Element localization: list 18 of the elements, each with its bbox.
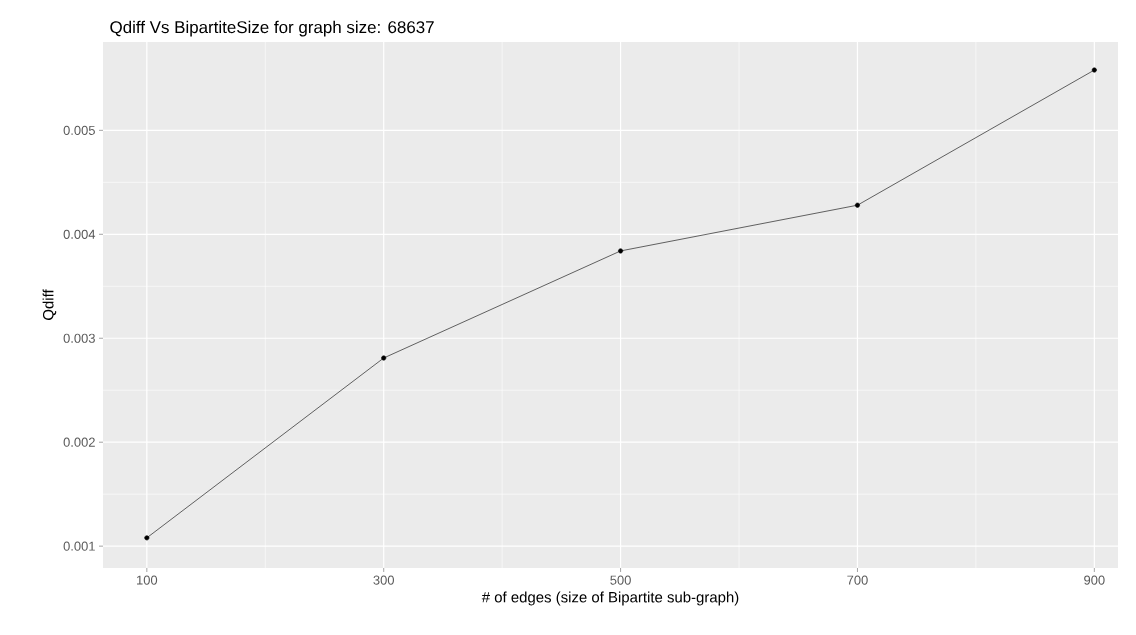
- y-tick-label: 0.003: [63, 333, 95, 343]
- y-tick-label: 0.001: [63, 541, 95, 551]
- point: [854, 202, 860, 208]
- point: [618, 248, 624, 254]
- x-axis-title: # of edges (size of Bipartite sub-graph): [481, 591, 739, 606]
- point: [381, 355, 387, 361]
- chart-title: Qdiff Vs BipartiteSize for graph size: 68637: [110, 20, 434, 37]
- x-tick-label: 700: [847, 575, 868, 585]
- point: [1091, 67, 1097, 73]
- y-tick-label: 0.005: [63, 125, 95, 135]
- y-axis-title: Qdiff: [42, 289, 57, 320]
- y-tick-label: 0.004: [63, 229, 96, 239]
- point: [144, 535, 150, 541]
- x-tick-label: 100: [137, 575, 158, 585]
- x-tick-label: 300: [373, 575, 395, 585]
- x-tick-label: 900: [1084, 575, 1105, 585]
- y-tick-label: 0.002: [63, 437, 95, 447]
- x-tick-label: 500: [610, 575, 631, 585]
